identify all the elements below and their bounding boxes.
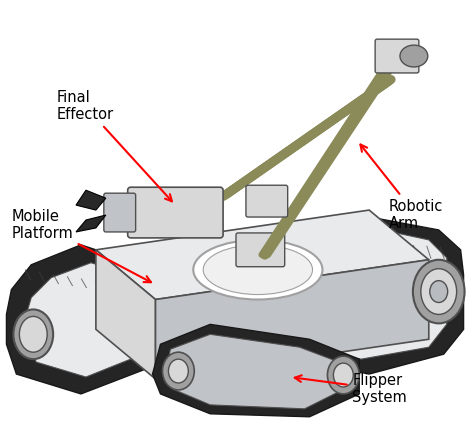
- Polygon shape: [155, 260, 429, 379]
- Ellipse shape: [168, 359, 188, 383]
- FancyBboxPatch shape: [246, 185, 288, 217]
- Ellipse shape: [13, 309, 53, 359]
- Ellipse shape: [328, 356, 359, 394]
- Polygon shape: [7, 245, 165, 394]
- Polygon shape: [96, 250, 155, 379]
- Polygon shape: [76, 215, 106, 232]
- Polygon shape: [165, 334, 344, 409]
- Text: Final
Effector: Final Effector: [56, 89, 172, 201]
- Polygon shape: [153, 324, 359, 417]
- Text: Mobile
Platform: Mobile Platform: [11, 209, 151, 282]
- Ellipse shape: [421, 269, 456, 315]
- Polygon shape: [27, 263, 148, 377]
- Polygon shape: [283, 225, 449, 359]
- Ellipse shape: [19, 316, 47, 352]
- Ellipse shape: [203, 245, 312, 295]
- Ellipse shape: [333, 363, 353, 387]
- Ellipse shape: [430, 281, 447, 303]
- Ellipse shape: [163, 352, 194, 390]
- Polygon shape: [76, 190, 106, 210]
- Polygon shape: [268, 215, 464, 374]
- FancyBboxPatch shape: [104, 193, 136, 232]
- Ellipse shape: [400, 45, 428, 67]
- FancyBboxPatch shape: [128, 187, 223, 238]
- FancyBboxPatch shape: [236, 233, 285, 267]
- Text: Robotic
Arm: Robotic Arm: [360, 145, 443, 231]
- Text: Flipper
System: Flipper System: [295, 373, 407, 405]
- Ellipse shape: [193, 240, 322, 299]
- Ellipse shape: [413, 260, 465, 324]
- Polygon shape: [96, 210, 429, 299]
- FancyBboxPatch shape: [375, 39, 419, 73]
